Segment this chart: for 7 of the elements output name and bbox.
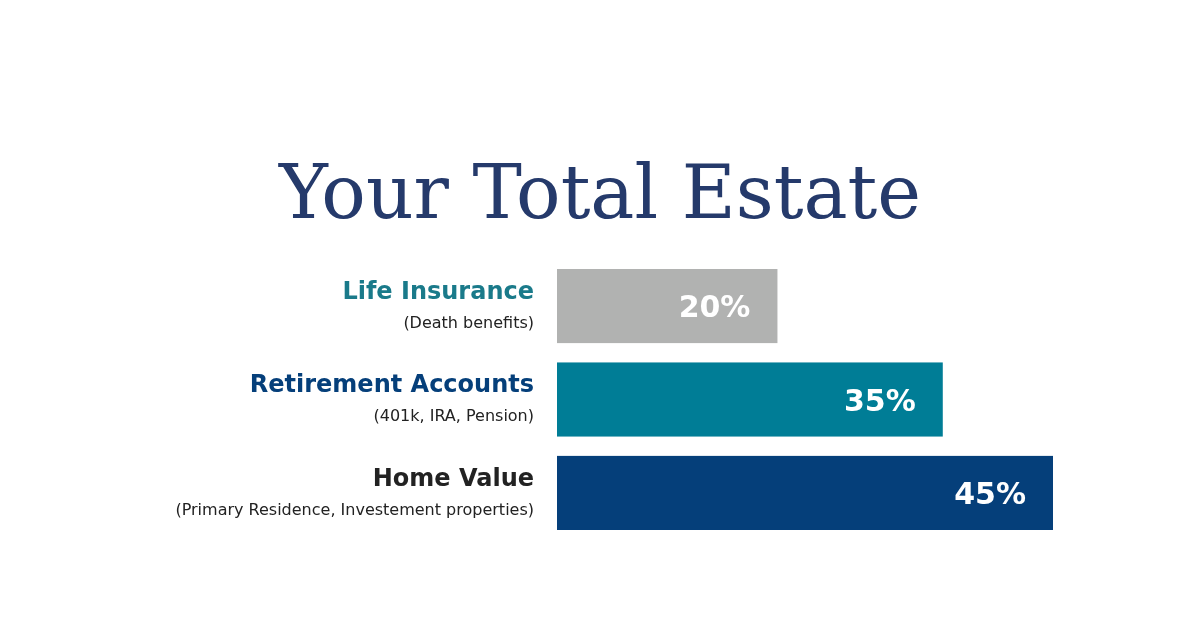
data-label: 45% [954, 475, 1026, 511]
data-label: 20% [678, 289, 751, 325]
y-tick-label: Home Value (Primary Residence, Investement properties) [175, 463, 534, 519]
y-tick-label: Life Insurance (Death benefits) [342, 277, 534, 332]
chart-title: Your Total Estate [277, 149, 922, 235]
y-tick-label: Retirement Accounts (401k, IRA, Pension) [249, 370, 534, 426]
data-label: 35% [843, 382, 916, 418]
